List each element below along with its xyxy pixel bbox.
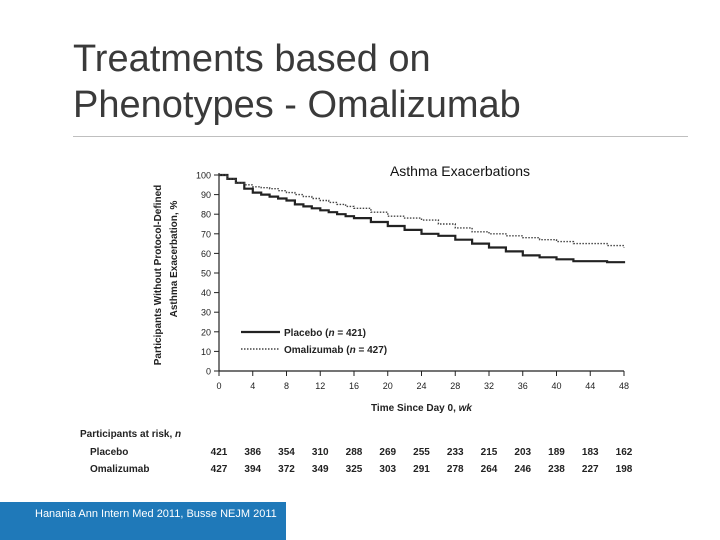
- at-risk-value: 325: [346, 464, 363, 475]
- citation-footer: Hanania Ann Intern Med 2011, Busse NEJM …: [35, 508, 277, 520]
- at-risk-value: 189: [548, 447, 565, 458]
- x-tick-label: 32: [484, 381, 494, 391]
- y-tick-label: 70: [201, 229, 211, 239]
- at-risk-value: 238: [548, 464, 565, 475]
- series-line-omalizumab: [219, 174, 625, 248]
- legend-label-omalizumab: Omalizumab (n = 427): [284, 345, 387, 356]
- y-tick-label: 20: [201, 327, 211, 337]
- y-tick-label: 100: [196, 171, 211, 181]
- x-axis-label: Time Since Day 0, wk: [371, 403, 472, 414]
- y-axis-label-line-2: Asthma Exacerbation, %: [169, 201, 180, 318]
- at-risk-value: 162: [616, 447, 633, 458]
- y-tick-label: 80: [201, 210, 211, 220]
- x-tick-label: 40: [551, 381, 561, 391]
- at-risk-value: 394: [244, 464, 261, 475]
- at-risk-row-label: Omalizumab: [90, 464, 149, 475]
- y-tick-label: 60: [201, 249, 211, 259]
- at-risk-value: 291: [413, 464, 430, 475]
- y-tick-label: 10: [201, 347, 211, 357]
- at-risk-row-label: Placebo: [90, 447, 128, 458]
- x-tick-label: 20: [383, 381, 393, 391]
- at-risk-value: 278: [447, 464, 464, 475]
- at-risk-value: 303: [379, 464, 396, 475]
- x-tick-label: 12: [315, 381, 325, 391]
- x-tick-label: 24: [416, 381, 426, 391]
- at-risk-value: 354: [278, 447, 295, 458]
- at-risk-value: 264: [481, 464, 498, 475]
- at-risk-value: 386: [244, 447, 261, 458]
- y-tick-label: 50: [201, 269, 211, 279]
- y-tick-label: 40: [201, 288, 211, 298]
- at-risk-value: 288: [346, 447, 363, 458]
- at-risk-value: 372: [278, 464, 295, 475]
- at-risk-value: 203: [514, 447, 531, 458]
- at-risk-value: 215: [481, 447, 498, 458]
- at-risk-value: 310: [312, 447, 329, 458]
- at-risk-value: 198: [616, 464, 633, 475]
- at-risk-value: 233: [447, 447, 464, 458]
- slide-title-line-1: Treatments based on: [73, 38, 431, 80]
- y-tick-label: 0: [206, 367, 211, 377]
- at-risk-value: 183: [582, 447, 599, 458]
- at-risk-value: 421: [211, 447, 228, 458]
- y-tick-label: 90: [201, 190, 211, 200]
- at-risk-value: 349: [312, 464, 329, 475]
- series-line-placebo: [219, 173, 626, 264]
- at-risk-value: 227: [582, 464, 599, 475]
- y-axis-label-line-1: Participants Without Protocol-Defined: [153, 185, 164, 365]
- at-risk-value: 427: [211, 464, 228, 475]
- x-tick-label: 44: [585, 381, 595, 391]
- y-tick-label: 30: [201, 308, 211, 318]
- at-risk-value: 269: [379, 447, 396, 458]
- at-risk-value: 255: [413, 447, 430, 458]
- slide-title: Treatments based on Phenotypes - Omalizu…: [73, 36, 673, 128]
- slide-title-line-2: Phenotypes - Omalizumab: [73, 84, 521, 126]
- legend-label-placebo: Placebo (n = 421): [284, 328, 366, 339]
- x-tick-label: 0: [216, 381, 221, 391]
- x-tick-label: 28: [450, 381, 460, 391]
- title-divider: [73, 136, 688, 137]
- chart-heading: Asthma Exacerbations: [389, 163, 531, 179]
- x-tick-label: 4: [250, 381, 255, 391]
- x-tick-label: 8: [284, 381, 289, 391]
- at-risk-value: 246: [514, 464, 531, 475]
- footer-bar: [0, 502, 286, 540]
- x-tick-label: 48: [619, 381, 629, 391]
- x-tick-label: 36: [518, 381, 528, 391]
- x-tick-label: 16: [349, 381, 359, 391]
- at-risk-header: Participants at risk, n: [80, 429, 181, 440]
